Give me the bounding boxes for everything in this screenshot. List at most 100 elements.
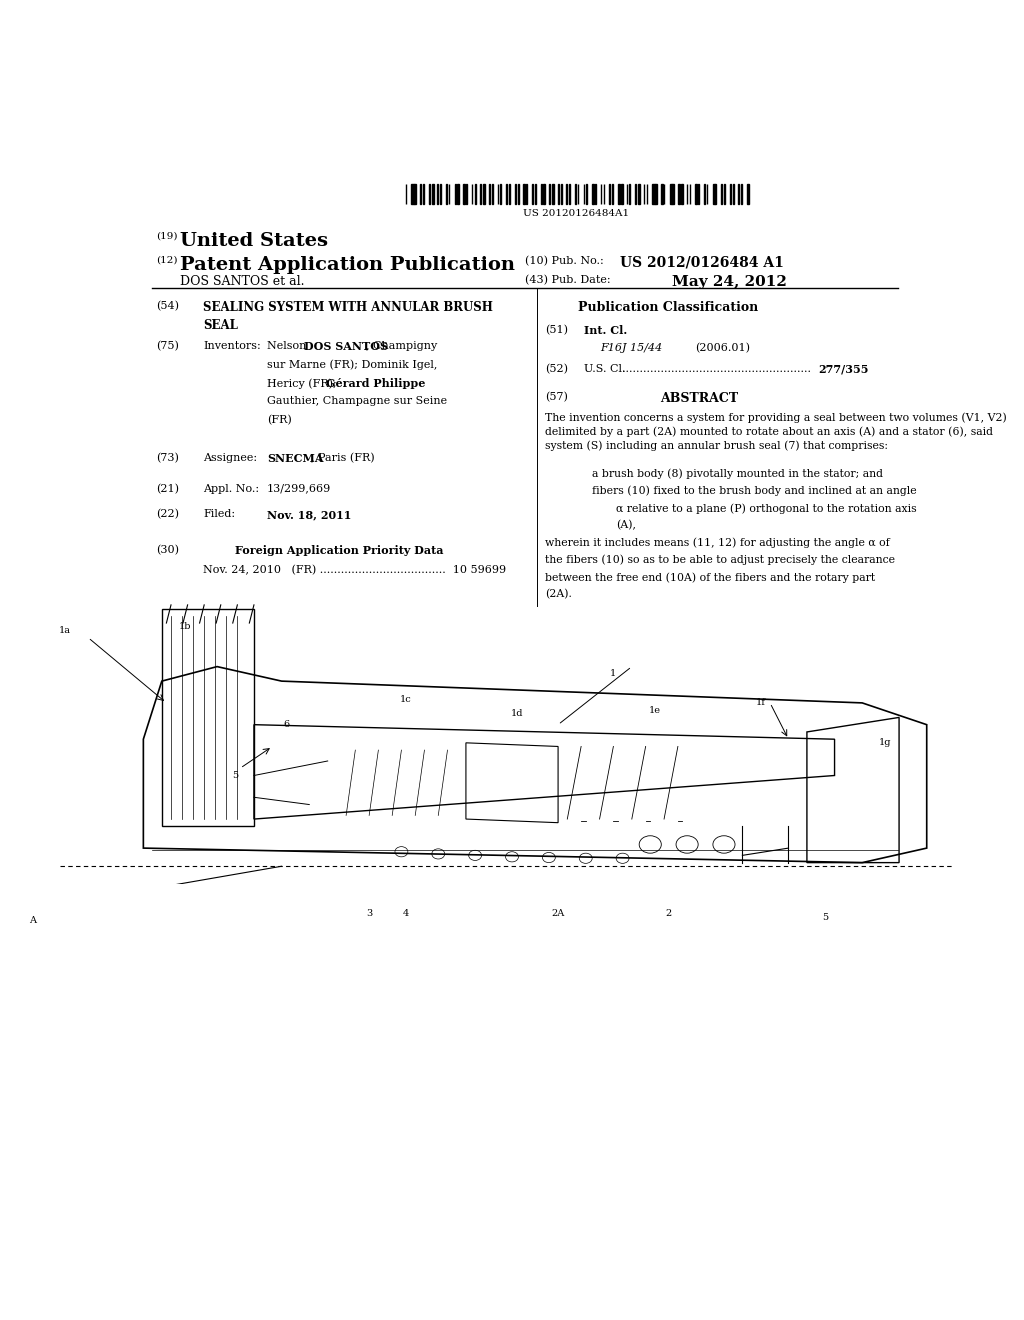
Text: Nov. 24, 2010   (FR) ....................................  10 59699: Nov. 24, 2010 (FR) .....................… bbox=[204, 565, 507, 576]
Bar bbox=[458, 183, 459, 205]
Text: 2A: 2A bbox=[552, 909, 564, 917]
Text: 2: 2 bbox=[666, 909, 672, 917]
Bar bbox=[492, 183, 494, 205]
Bar bbox=[592, 183, 594, 205]
Text: The invention concerns a system for providing a seal between two volumes (V1, V2: The invention concerns a system for prov… bbox=[545, 412, 1007, 451]
Bar bbox=[552, 183, 554, 205]
Text: SNECMA: SNECMA bbox=[267, 453, 324, 465]
Bar bbox=[515, 183, 516, 205]
Text: (12): (12) bbox=[156, 256, 177, 265]
Text: (52): (52) bbox=[545, 364, 567, 374]
Text: (51): (51) bbox=[545, 325, 567, 335]
Text: U.S. Cl.: U.S. Cl. bbox=[585, 364, 626, 374]
Bar bbox=[429, 183, 430, 205]
Text: 5: 5 bbox=[822, 912, 828, 921]
Text: (57): (57) bbox=[545, 392, 567, 403]
Text: fibers (10) fixed to the brush body and inclined at an angle: fibers (10) fixed to the brush body and … bbox=[592, 486, 916, 496]
Bar bbox=[431, 183, 434, 205]
Text: sur Marne (FR); Dominik Igel,: sur Marne (FR); Dominik Igel, bbox=[267, 359, 437, 370]
Text: 1: 1 bbox=[610, 669, 616, 678]
Text: Nelson: Nelson bbox=[267, 342, 309, 351]
Bar bbox=[638, 183, 640, 205]
Text: 1a: 1a bbox=[59, 626, 71, 635]
Bar bbox=[560, 183, 562, 205]
Text: (75): (75) bbox=[156, 342, 178, 351]
Bar bbox=[535, 183, 537, 205]
Text: US 20120126484A1: US 20120126484A1 bbox=[523, 210, 630, 218]
Text: A: A bbox=[30, 916, 36, 925]
Text: 1d: 1d bbox=[510, 709, 523, 718]
Text: 1f: 1f bbox=[756, 698, 766, 708]
Text: α relative to a plane (P) orthogonal to the rotation axis: α relative to a plane (P) orthogonal to … bbox=[616, 503, 916, 513]
Text: (2006.01): (2006.01) bbox=[695, 343, 751, 354]
Text: (10) Pub. No.:: (10) Pub. No.: bbox=[524, 256, 603, 267]
Text: (30): (30) bbox=[156, 545, 179, 554]
Bar bbox=[544, 183, 545, 205]
Text: F16J 15/44: F16J 15/44 bbox=[600, 343, 663, 354]
Text: May 24, 2012: May 24, 2012 bbox=[672, 276, 786, 289]
Text: , Champigny: , Champigny bbox=[367, 342, 437, 351]
Text: Hericy (FR);: Hericy (FR); bbox=[267, 378, 340, 388]
Text: , Paris (FR): , Paris (FR) bbox=[310, 453, 374, 463]
Bar bbox=[660, 183, 663, 205]
Text: (54): (54) bbox=[156, 301, 179, 312]
Bar bbox=[541, 183, 542, 205]
Text: 1b: 1b bbox=[178, 622, 191, 631]
Bar bbox=[652, 183, 654, 205]
Bar bbox=[681, 183, 683, 205]
Text: (21): (21) bbox=[156, 483, 179, 494]
Text: US 2012/0126484 A1: US 2012/0126484 A1 bbox=[620, 256, 784, 271]
Bar bbox=[412, 183, 414, 205]
Text: Foreign Application Priority Data: Foreign Application Priority Data bbox=[236, 545, 443, 556]
Text: Nov. 18, 2011: Nov. 18, 2011 bbox=[267, 510, 351, 520]
Text: Gauthier, Champagne sur Seine: Gauthier, Champagne sur Seine bbox=[267, 396, 447, 407]
Text: (22): (22) bbox=[156, 510, 179, 519]
Text: Patent Application Publication: Patent Application Publication bbox=[179, 256, 515, 275]
Bar bbox=[678, 183, 680, 205]
Text: a brush body (8) pivotally mounted in the stator; and: a brush body (8) pivotally mounted in th… bbox=[592, 469, 884, 479]
Text: 5: 5 bbox=[232, 771, 239, 780]
Text: 4: 4 bbox=[402, 909, 410, 917]
Bar bbox=[455, 183, 456, 205]
Text: 1c: 1c bbox=[400, 694, 412, 704]
Text: Filed:: Filed: bbox=[204, 510, 236, 519]
Bar bbox=[483, 183, 484, 205]
Bar bbox=[732, 183, 734, 205]
Text: 1g: 1g bbox=[879, 738, 892, 747]
Text: DOS SANTOS et al.: DOS SANTOS et al. bbox=[179, 276, 304, 288]
Bar bbox=[748, 183, 749, 205]
Text: between the free end (10A) of the fibers and the rotary part: between the free end (10A) of the fibers… bbox=[545, 572, 874, 582]
Bar bbox=[415, 183, 416, 205]
Bar bbox=[617, 183, 621, 205]
Text: 277/355: 277/355 bbox=[818, 364, 869, 375]
Bar bbox=[655, 183, 656, 205]
Text: 3: 3 bbox=[366, 909, 373, 917]
Text: (2A).: (2A). bbox=[545, 589, 571, 599]
Bar bbox=[517, 183, 519, 205]
Text: Int. Cl.: Int. Cl. bbox=[585, 325, 628, 337]
Bar bbox=[474, 183, 476, 205]
Text: (73): (73) bbox=[156, 453, 178, 463]
Text: 1e: 1e bbox=[649, 706, 660, 714]
Bar bbox=[670, 183, 672, 205]
Text: wherein it includes means (11, 12) for adjusting the angle α of: wherein it includes means (11, 12) for a… bbox=[545, 537, 890, 548]
Text: 6: 6 bbox=[284, 721, 289, 729]
Text: ......................................................: ........................................… bbox=[623, 364, 811, 374]
Text: Publication Classification: Publication Classification bbox=[578, 301, 758, 314]
Bar bbox=[523, 183, 525, 205]
Bar bbox=[713, 183, 715, 205]
Text: Inventors:: Inventors: bbox=[204, 342, 261, 351]
Bar bbox=[695, 183, 697, 205]
Bar bbox=[673, 183, 674, 205]
Text: 13/299,669: 13/299,669 bbox=[267, 483, 331, 494]
Text: (19): (19) bbox=[156, 231, 177, 240]
Text: ABSTRACT: ABSTRACT bbox=[660, 392, 738, 405]
Text: Assignee:: Assignee: bbox=[204, 453, 257, 463]
Text: the fibers (10) so as to be able to adjust precisely the clearance: the fibers (10) so as to be able to adju… bbox=[545, 554, 895, 565]
Bar bbox=[463, 183, 465, 205]
Text: SEAL: SEAL bbox=[204, 319, 239, 333]
Bar bbox=[621, 183, 624, 205]
Text: Gérard Philippe: Gérard Philippe bbox=[327, 378, 426, 389]
Text: (43) Pub. Date:: (43) Pub. Date: bbox=[524, 276, 610, 285]
Text: (A),: (A), bbox=[616, 520, 636, 531]
